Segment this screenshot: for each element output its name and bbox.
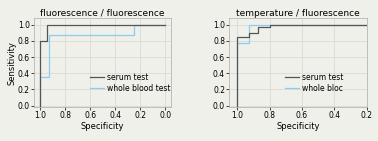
Title: fluorescence / fluorescence: fluorescence / fluorescence <box>40 9 165 17</box>
Legend: serum test, whole blood test: serum test, whole blood test <box>90 73 170 93</box>
whole blood test <box>163 24 167 26</box>
Line: whole bloc: whole bloc <box>237 25 378 106</box>
Title: temperature / fluorescence: temperature / fluorescence <box>236 9 360 17</box>
whole blood test <box>54 34 59 36</box>
whole blood test <box>47 34 51 36</box>
serum test <box>246 32 251 34</box>
serum test <box>267 24 272 26</box>
serum test <box>235 36 240 38</box>
Legend: serum test, whole bloc: serum test, whole bloc <box>285 73 344 93</box>
serum test <box>235 105 240 106</box>
serum test <box>267 26 272 28</box>
serum test <box>256 32 260 34</box>
whole blood test <box>132 24 136 26</box>
serum test <box>256 26 260 28</box>
Line: serum test: serum test <box>40 25 165 106</box>
Line: serum test: serum test <box>237 25 378 106</box>
serum test <box>163 24 167 26</box>
X-axis label: Specificity: Specificity <box>276 122 320 131</box>
whole bloc <box>246 42 251 43</box>
Y-axis label: Sensitivity: Sensitivity <box>7 41 16 85</box>
serum test <box>38 105 43 106</box>
whole bloc <box>235 42 240 43</box>
whole bloc <box>246 24 251 26</box>
serum test <box>44 24 49 26</box>
whole bloc <box>235 105 240 106</box>
whole blood test <box>38 105 43 106</box>
whole blood test <box>132 34 136 36</box>
whole blood test <box>47 76 51 78</box>
serum test <box>38 40 43 42</box>
Line: whole blood test: whole blood test <box>40 25 165 106</box>
serum test <box>44 40 49 42</box>
whole blood test <box>38 76 43 78</box>
X-axis label: Specificity: Specificity <box>81 122 124 131</box>
serum test <box>246 36 251 38</box>
whole blood test <box>54 34 59 36</box>
